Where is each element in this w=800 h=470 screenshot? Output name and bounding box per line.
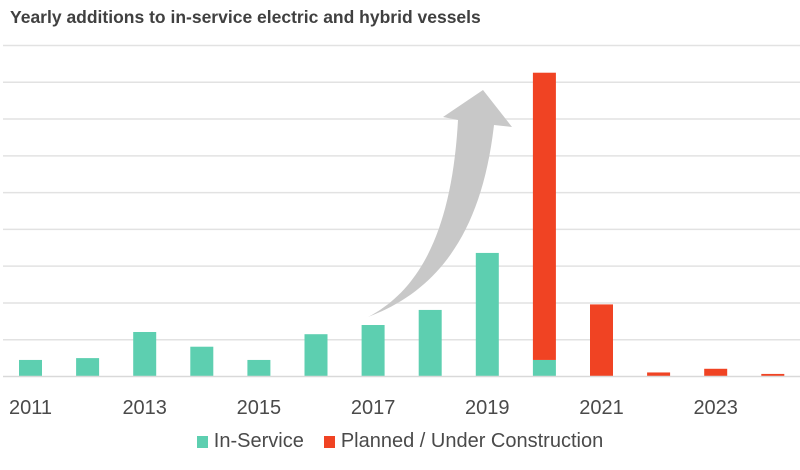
bar-planned-2022 [647,372,671,377]
x-tick-label: 2015 [237,397,282,419]
x-tick-label: 2011 [9,397,52,419]
x-axis-ticks: 2011 2013 2015 2017 2019 2021 2023 [9,397,738,419]
legend-item-in-service: In-Service [196,430,304,453]
gridlines [3,44,800,341]
bar-in-service-2017 [361,325,385,377]
bar-in-service-2014 [190,346,214,377]
legend: In-Service Planned / Under Construction [0,430,800,453]
chart-title: Yearly additions to in-service electric … [10,7,481,27]
bars [19,72,785,377]
x-tick-label: 2023 [693,397,738,419]
legend-label-planned: Planned / Under Construction [340,430,604,452]
bar-in-service-2016 [304,334,328,377]
bar-in-service-2011 [19,359,42,377]
legend-swatch-in-service [196,435,208,448]
bar-in-service-2012 [76,358,100,377]
bar-planned-2021 [590,304,613,377]
bar-in-service-2020 [532,359,556,377]
bar-in-service-2015 [247,359,271,377]
bar-in-service-2019 [475,252,499,377]
growth-arrow-icon [368,90,512,317]
x-tick-label: 2019 [465,397,510,419]
bar-planned-2020 [532,72,556,360]
bar-in-service-2013 [133,331,157,377]
legend-swatch-planned [323,435,335,448]
bar-in-service-2018 [418,309,442,377]
x-tick-label: 2021 [579,397,624,419]
bar-planned-2024 [761,373,785,377]
x-tick-label: 2013 [122,397,167,419]
x-tick-label: 2017 [351,397,396,419]
legend-label-in-service: In-Service [213,430,304,452]
bar-planned-2023 [704,368,728,377]
legend-item-planned: Planned / Under Construction [323,430,604,453]
